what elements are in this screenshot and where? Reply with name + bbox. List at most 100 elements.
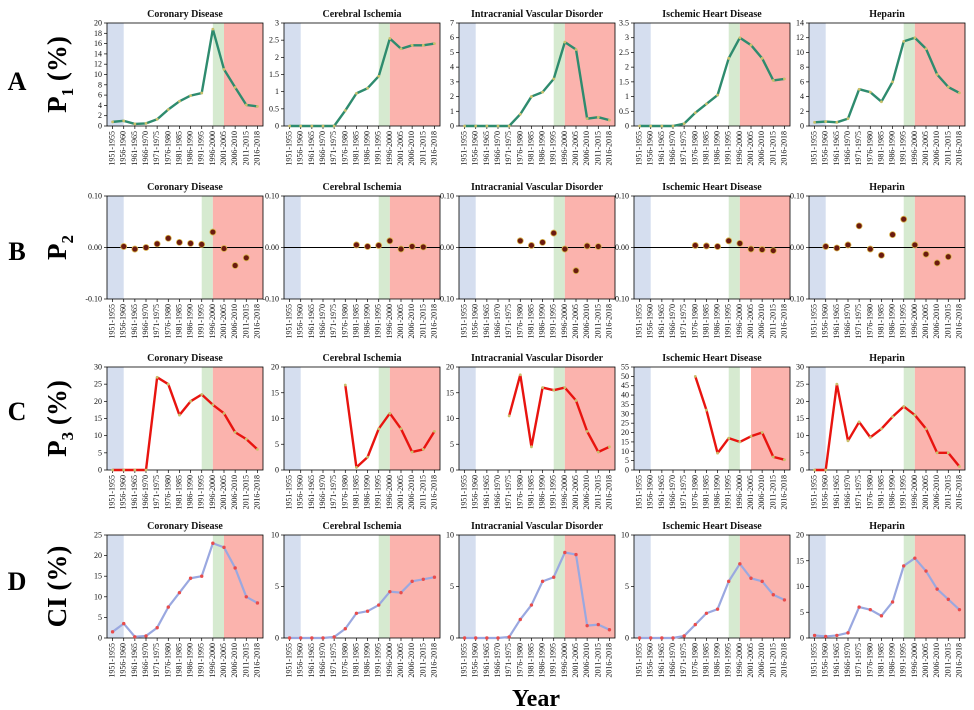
x-tick-label: 1961-1965 — [832, 643, 841, 678]
data-point — [833, 244, 841, 252]
data-point — [188, 576, 193, 580]
x-tick-label: 1956-1960 — [821, 304, 830, 339]
x-tick-label: 1961-1965 — [307, 131, 316, 166]
data-point — [233, 566, 237, 570]
x-tick-label: 1986-1990 — [888, 131, 897, 166]
series-line — [111, 542, 258, 638]
period-band-blue — [459, 367, 476, 470]
data-point — [552, 77, 556, 81]
y-tick-label: 4 — [800, 92, 804, 101]
x-tick-label: 2011-2015 — [593, 304, 602, 338]
x-tick-label: 1991-1995 — [197, 304, 206, 339]
panel-title: Cerebral Ischemia — [323, 182, 402, 193]
panel-b-4: Ischemic Heart Disease -0.10 0.00 0.10 1951-… — [612, 182, 791, 339]
plot-frame — [106, 534, 264, 639]
x-tick-label: 1991-1995 — [724, 131, 733, 166]
data-point — [946, 451, 950, 455]
data-point — [377, 74, 381, 78]
period-band-blue — [107, 367, 124, 470]
data-point — [177, 590, 182, 595]
x-tick-label: 2011-2015 — [241, 131, 250, 165]
y-tick-label: 0 — [98, 634, 102, 643]
data-point — [388, 589, 392, 594]
y-axis-title-main: CI (%) — [42, 546, 72, 628]
data-point — [749, 434, 753, 438]
y-tick-label: 1 — [275, 87, 279, 96]
data-point — [812, 633, 817, 638]
x-tick-label: 1956-1960 — [296, 304, 305, 339]
period-band-green — [553, 23, 565, 126]
x-tick-label: 1956-1960 — [646, 475, 655, 510]
data-point — [397, 245, 405, 253]
data-point — [155, 375, 159, 379]
panel-title: Ischemic Heart Disease — [662, 9, 762, 20]
x-tick-label: 1951-1955 — [810, 475, 819, 510]
panel-title: Ischemic Heart Disease — [662, 353, 762, 364]
data-point — [255, 601, 260, 605]
data-point — [518, 112, 522, 116]
x-tick-label: 2011-2015 — [768, 643, 777, 677]
y-tick-label: 10 — [796, 431, 804, 440]
data-point — [507, 414, 511, 418]
data-point — [957, 607, 962, 612]
y-tick-label: 40 — [621, 391, 629, 400]
period-band-blue — [284, 23, 301, 126]
data-point — [166, 382, 170, 386]
x-tick-label: 1961-1965 — [482, 475, 491, 510]
data-point — [771, 78, 775, 82]
x-tick-label: 1976-1980 — [865, 304, 874, 339]
y-tick-label: 2 — [98, 111, 102, 120]
x-tick-label: 1961-1965 — [130, 643, 139, 678]
period-band-blue — [284, 535, 301, 638]
data-point — [660, 636, 664, 640]
data-point — [355, 91, 358, 95]
y-tick-label: 0 — [275, 634, 279, 643]
x-tick-label: 1996-2000 — [910, 304, 919, 339]
y-tick-label: 2 — [800, 107, 804, 116]
y-tick-label: 5 — [450, 440, 454, 449]
data-point — [462, 636, 467, 640]
data-point — [211, 403, 215, 407]
data-point — [596, 115, 600, 119]
x-tick-label: 1981-1985 — [876, 304, 885, 339]
period-band-red — [914, 367, 965, 470]
data-point — [594, 243, 602, 250]
data-point — [178, 99, 181, 103]
y-tick-label: 55 — [621, 363, 629, 372]
data-point — [189, 94, 192, 98]
data-point — [704, 611, 709, 615]
x-tick-label: 1976-1980 — [340, 131, 349, 166]
x-tick-label: 1996-2000 — [735, 304, 744, 339]
period-band-blue — [634, 535, 651, 638]
data-point — [902, 405, 906, 408]
x-tick-label: 2006-2010 — [407, 475, 416, 510]
y-tick-label: -0.10 — [612, 295, 629, 304]
data-point — [222, 545, 226, 550]
panel-a-5: Heparin 0 2 4 6 8 10 12 14 1951-1955 1956-1960 1961… — [796, 9, 966, 166]
y-tick-label: 0.10 — [790, 192, 804, 201]
x-tick-label: 1971-1975 — [504, 131, 513, 166]
data-point — [583, 242, 591, 250]
x-tick-label: 1951-1955 — [635, 304, 644, 339]
x-tick-label: 1976-1980 — [515, 304, 524, 339]
x-tick-label: 1956-1960 — [296, 475, 305, 510]
x-tick-label: 1996-2000 — [208, 131, 217, 166]
x-tick-label: 1956-1960 — [119, 643, 128, 678]
y-tick-label: 3 — [625, 33, 629, 42]
data-point — [911, 241, 919, 249]
data-point — [432, 575, 437, 579]
data-point — [958, 91, 961, 95]
panel-title: Coronary Disease — [147, 521, 223, 532]
period-band-green — [378, 367, 390, 470]
x-tick-label: 1996-2000 — [385, 304, 394, 339]
x-tick-label: 2006-2010 — [230, 643, 239, 678]
x-tick-label: 1991-1995 — [549, 643, 558, 678]
x-tick-label: 1986-1990 — [538, 131, 547, 166]
x-tick-label: 1971-1975 — [854, 643, 863, 678]
x-tick-label: 1956-1960 — [646, 304, 655, 339]
y-tick-label: 0.10 — [88, 192, 102, 201]
x-tick-label: 1986-1990 — [713, 475, 722, 510]
data-point — [516, 237, 524, 245]
data-point — [563, 550, 567, 555]
